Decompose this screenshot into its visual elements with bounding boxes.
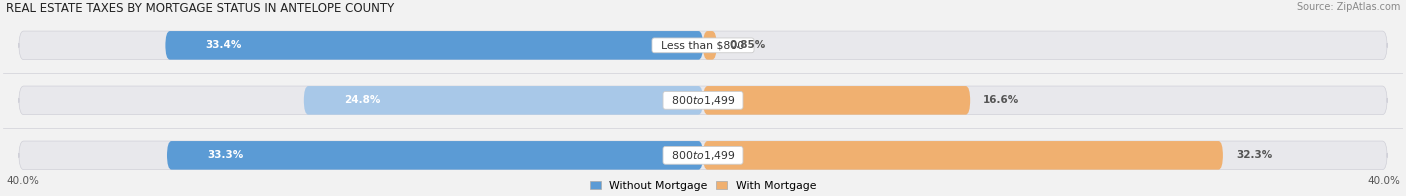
Text: 32.3%: 32.3% [1236,150,1272,160]
Text: Source: ZipAtlas.com: Source: ZipAtlas.com [1296,3,1400,13]
FancyBboxPatch shape [18,31,1388,60]
FancyBboxPatch shape [18,86,1388,115]
Text: Less than $800: Less than $800 [654,40,752,50]
Text: REAL ESTATE TAXES BY MORTGAGE STATUS IN ANTELOPE COUNTY: REAL ESTATE TAXES BY MORTGAGE STATUS IN … [6,3,394,15]
Text: 16.6%: 16.6% [983,95,1019,105]
FancyBboxPatch shape [703,31,717,60]
FancyBboxPatch shape [166,31,703,60]
Legend: Without Mortgage, With Mortgage: Without Mortgage, With Mortgage [585,176,821,195]
Text: 24.8%: 24.8% [344,95,381,105]
FancyBboxPatch shape [18,141,1388,170]
Text: $800 to $1,499: $800 to $1,499 [665,94,741,107]
Text: 0.85%: 0.85% [730,40,766,50]
FancyBboxPatch shape [304,86,703,115]
Text: 33.3%: 33.3% [207,150,243,160]
Text: 40.0%: 40.0% [6,176,39,186]
Text: 33.4%: 33.4% [205,40,242,50]
FancyBboxPatch shape [167,141,703,170]
FancyBboxPatch shape [703,141,1223,170]
Text: $800 to $1,499: $800 to $1,499 [665,149,741,162]
Text: 40.0%: 40.0% [1367,176,1400,186]
FancyBboxPatch shape [703,86,970,115]
